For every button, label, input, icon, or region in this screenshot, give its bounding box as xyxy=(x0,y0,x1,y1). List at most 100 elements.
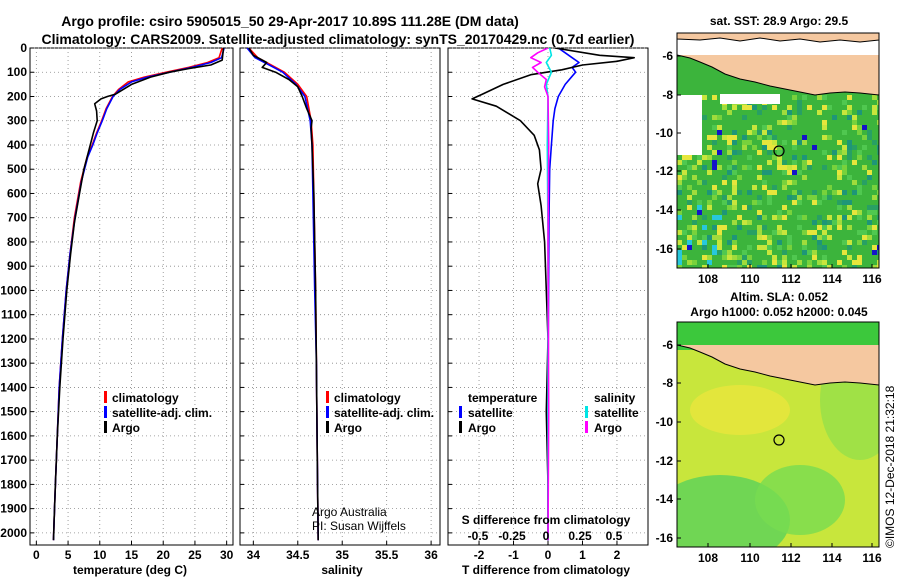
sst-pixel xyxy=(787,210,792,215)
sst-pixel xyxy=(702,255,707,260)
s-difference-tick-label: -0.5 xyxy=(468,529,489,543)
sst-pixel xyxy=(802,215,807,220)
sst-pixel xyxy=(847,255,852,260)
sst-pixel xyxy=(807,230,812,235)
sst-pixel xyxy=(812,200,817,205)
sst-pixel xyxy=(787,125,792,130)
sst-pixel xyxy=(732,205,737,210)
sst-pixel xyxy=(857,255,862,260)
sst-pixel xyxy=(727,250,732,255)
legend-swatch-climatology xyxy=(326,391,329,403)
sst-pixel xyxy=(702,105,707,110)
series-line-satellite-adj-clim- xyxy=(52,48,225,541)
sst-pixel xyxy=(792,190,797,195)
sst-pixel xyxy=(872,250,877,255)
sst-pixel xyxy=(677,255,682,260)
sst-pixel xyxy=(762,105,767,110)
sst-pixel xyxy=(722,135,727,140)
sst-pixel xyxy=(722,105,727,110)
sst-pixel xyxy=(687,240,692,245)
sst-pixel xyxy=(717,250,722,255)
sst-pixel xyxy=(727,170,732,175)
sst-pixel xyxy=(692,165,697,170)
sst-pixel xyxy=(797,200,802,205)
sst-pixel xyxy=(827,225,832,230)
sst-pixel xyxy=(747,175,752,180)
sst-pixel xyxy=(727,200,732,205)
depth-tick-label: 1600 xyxy=(0,429,27,443)
sst-pixel xyxy=(747,220,752,225)
series-line-argo xyxy=(52,48,225,541)
sst-pixel xyxy=(682,210,687,215)
sst-pixel xyxy=(712,215,717,220)
sst-pixel xyxy=(742,105,747,110)
sst-pixel xyxy=(712,165,717,170)
sst-pixel xyxy=(707,170,712,175)
sst-pixel xyxy=(707,155,712,160)
sst-pixel xyxy=(862,140,867,145)
map-x-tick-label: 108 xyxy=(698,551,718,565)
sst-pixel xyxy=(717,235,722,240)
sst-pixel xyxy=(827,235,832,240)
sst-pixel xyxy=(732,155,737,160)
sst-pixel xyxy=(787,245,792,250)
temperature-x-tick-label: 20 xyxy=(157,548,171,562)
map-x-tick-label: 110 xyxy=(740,551,760,565)
sst-pixel xyxy=(837,155,842,160)
sst-pixel xyxy=(782,140,787,145)
java-coastline xyxy=(677,344,879,386)
sst-pixel xyxy=(742,260,747,265)
sst-pixel xyxy=(787,135,792,140)
series-line-climatology xyxy=(248,48,319,541)
sst-pixel xyxy=(837,220,842,225)
sst-pixel xyxy=(727,240,732,245)
sst-pixel xyxy=(747,245,752,250)
sst-pixel xyxy=(682,175,687,180)
sst-pixel xyxy=(682,200,687,205)
sst-pixel xyxy=(692,190,697,195)
sst-pixel xyxy=(852,145,857,150)
sst-pixel xyxy=(857,240,862,245)
sst-pixel xyxy=(787,115,792,120)
sst-pixel xyxy=(782,240,787,245)
sst-pixel xyxy=(842,110,847,115)
sst-pixel xyxy=(692,230,697,235)
sst-pixel xyxy=(762,165,767,170)
sst-pixel xyxy=(757,230,762,235)
sst-pixel xyxy=(687,185,692,190)
sst-pixel xyxy=(852,125,857,130)
legend-swatch-t-argo xyxy=(459,421,462,433)
sst-pixel xyxy=(732,160,737,165)
sst-pixel xyxy=(732,180,737,185)
sst-pixel xyxy=(802,170,807,175)
sst-pixel xyxy=(727,145,732,150)
sst-map xyxy=(677,33,879,268)
sst-pixel xyxy=(677,230,682,235)
series-line-temperature-satellite xyxy=(547,48,580,541)
sst-pixel xyxy=(822,220,827,225)
sst-pixel xyxy=(742,205,747,210)
sst-pixel xyxy=(872,110,877,115)
sst-pixel xyxy=(742,155,747,160)
sst-pixel xyxy=(787,105,792,110)
salinity-x-tick-label: 35 xyxy=(336,548,350,562)
sst-pixel xyxy=(857,260,862,265)
sst-pixel xyxy=(717,150,722,155)
sst-pixel xyxy=(822,225,827,230)
sst-pixel xyxy=(807,260,812,265)
depth-tick-label: 1300 xyxy=(0,356,27,370)
sst-pixel xyxy=(867,170,872,175)
sst-pixel xyxy=(687,225,692,230)
salinity-axis-label: salinity xyxy=(321,563,363,577)
sst-pixel xyxy=(847,95,852,100)
sst-pixel xyxy=(777,260,782,265)
sst-pixel xyxy=(822,135,827,140)
sst-pixel xyxy=(817,250,822,255)
sst-pixel xyxy=(777,265,782,268)
sst-pixel xyxy=(682,170,687,175)
sst-pixel xyxy=(702,225,707,230)
sst-pixel xyxy=(687,260,692,265)
sst-pixel xyxy=(742,255,747,260)
sst-pixel xyxy=(797,170,802,175)
